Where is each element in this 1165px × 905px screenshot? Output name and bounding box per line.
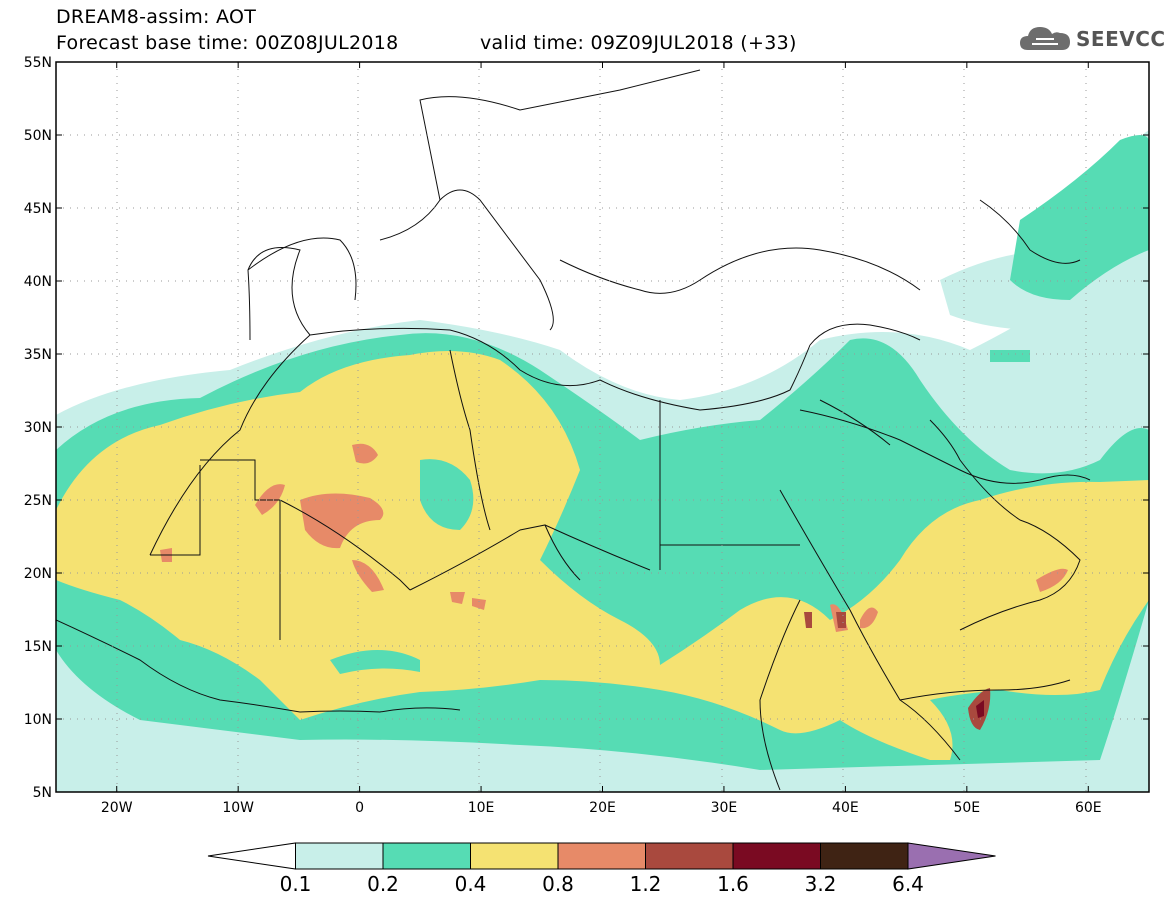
colorbar-swatch bbox=[382, 842, 471, 870]
colorbar: 0.1 0.2 0.4 0.8 1.2 1.6 3.2 6.4 bbox=[207, 842, 996, 896]
lat-label: 30N bbox=[24, 420, 52, 436]
logo-text: SEEVCCC bbox=[1076, 27, 1165, 51]
colorbar-label: 1.6 bbox=[717, 872, 749, 896]
lat-label: 35N bbox=[24, 347, 52, 363]
lon-label: 40E bbox=[832, 800, 859, 816]
lat-label: 15N bbox=[24, 639, 52, 655]
cloud-icon bbox=[1020, 27, 1070, 50]
seevccc-logo: SEEVCCC bbox=[1018, 22, 1165, 56]
colorbar-over-triangle bbox=[907, 842, 996, 870]
colorbar-swatch bbox=[732, 842, 821, 870]
coastlines bbox=[56, 69, 1091, 791]
colorbar-swatch bbox=[645, 842, 734, 870]
colorbar-under-triangle bbox=[207, 842, 296, 870]
aot-band-16 bbox=[976, 700, 984, 718]
colorbar-label: 1.2 bbox=[630, 872, 662, 896]
lon-label: 20E bbox=[589, 800, 616, 816]
lat-label: 50N bbox=[24, 128, 52, 144]
lon-label: 50E bbox=[953, 800, 980, 816]
aot-band-08 bbox=[160, 443, 1068, 632]
longitude-axis: 20W 10W 0 10E 20E 30E 40E 50E 60E bbox=[101, 62, 1102, 816]
forecast-base-time: Forecast base time: 00Z08JUL2018 bbox=[56, 32, 399, 54]
latitude-axis: 55N 50N 45N 40N 35N 30N 25N 20N 15N 10N 5N bbox=[24, 55, 1149, 801]
lat-label: 25N bbox=[24, 493, 52, 509]
colorbar-swatch bbox=[470, 842, 559, 870]
lat-label: 55N bbox=[24, 55, 52, 71]
colorbar-label: 0.1 bbox=[280, 872, 312, 896]
lon-label: 10E bbox=[468, 800, 495, 816]
colorbar-swatch bbox=[820, 842, 909, 870]
lat-label: 5N bbox=[33, 785, 52, 801]
graticule bbox=[56, 62, 1149, 792]
lat-label: 20N bbox=[24, 566, 52, 582]
colorbar-swatch bbox=[557, 842, 646, 870]
colorbar-label: 0.4 bbox=[455, 872, 487, 896]
lat-label: 45N bbox=[24, 201, 52, 217]
lon-label: 60E bbox=[1075, 800, 1102, 816]
lon-label: 30E bbox=[711, 800, 738, 816]
map-title: DREAM8-assim: AOT bbox=[56, 6, 257, 28]
aot-field bbox=[56, 62, 1149, 792]
colorbar-label: 0.8 bbox=[542, 872, 574, 896]
lat-label: 10N bbox=[24, 712, 52, 728]
colorbar-swatch bbox=[295, 842, 384, 870]
colorbar-label: 0.2 bbox=[367, 872, 399, 896]
valid-time: valid time: 09Z09JUL2018 (+33) bbox=[480, 32, 797, 54]
lon-label: 10W bbox=[222, 800, 254, 816]
lon-label: 0 bbox=[355, 800, 364, 816]
colorbar-label: 3.2 bbox=[805, 872, 837, 896]
lat-label: 40N bbox=[24, 274, 52, 290]
lon-label: 20W bbox=[101, 800, 133, 816]
colorbar-label: 6.4 bbox=[892, 872, 924, 896]
